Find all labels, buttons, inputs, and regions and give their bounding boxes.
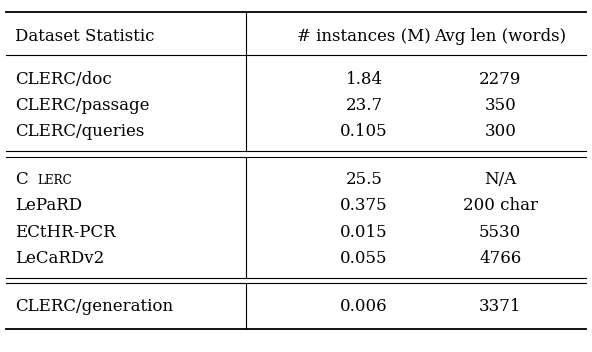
Text: CLERC/doc: CLERC/doc	[15, 71, 111, 88]
Text: 0.055: 0.055	[340, 250, 388, 267]
Text: 200 char: 200 char	[463, 197, 538, 214]
Text: 0.015: 0.015	[340, 224, 388, 241]
Text: CLERC/queries: CLERC/queries	[15, 124, 144, 140]
Text: C: C	[15, 171, 27, 188]
Text: 350: 350	[484, 97, 516, 114]
Text: 0.006: 0.006	[340, 298, 388, 315]
Text: 23.7: 23.7	[346, 97, 382, 114]
Text: 4766: 4766	[479, 250, 522, 267]
Text: LePaRD: LePaRD	[15, 197, 82, 214]
Text: Dataset Statistic: Dataset Statistic	[15, 29, 155, 45]
Text: 25.5: 25.5	[346, 171, 382, 188]
Text: CLERC/generation: CLERC/generation	[15, 298, 173, 315]
Text: 0.105: 0.105	[340, 124, 388, 140]
Text: 3371: 3371	[479, 298, 522, 315]
Text: ECtHR-PCR: ECtHR-PCR	[15, 224, 115, 241]
Text: 300: 300	[484, 124, 516, 140]
Text: 0.375: 0.375	[340, 197, 388, 214]
Text: N/A: N/A	[484, 171, 516, 188]
Text: LeCaRDv2: LeCaRDv2	[15, 250, 104, 267]
Text: # instances (M): # instances (M)	[297, 29, 431, 45]
Text: CLERC/passage: CLERC/passage	[15, 97, 149, 114]
Text: Avg len (words): Avg len (words)	[434, 29, 567, 45]
Text: LERC: LERC	[37, 175, 72, 187]
Text: 5530: 5530	[479, 224, 522, 241]
Text: 2279: 2279	[479, 71, 522, 88]
Text: 1.84: 1.84	[346, 71, 382, 88]
